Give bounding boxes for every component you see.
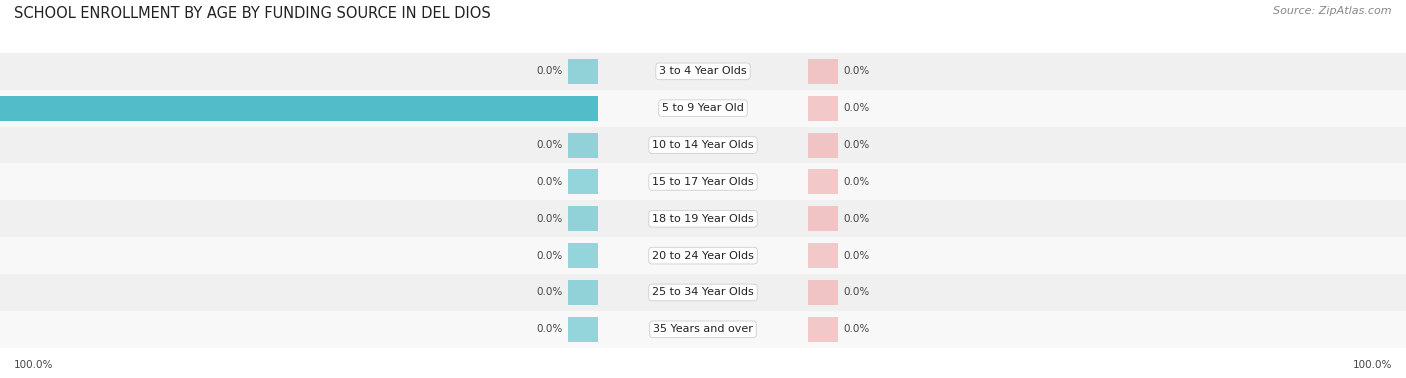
Text: 20 to 24 Year Olds: 20 to 24 Year Olds bbox=[652, 251, 754, 260]
Bar bbox=[568, 206, 598, 231]
Text: 0.0%: 0.0% bbox=[536, 177, 562, 187]
Bar bbox=[568, 59, 598, 84]
Bar bbox=[568, 280, 598, 305]
Bar bbox=[808, 59, 838, 84]
Text: Source: ZipAtlas.com: Source: ZipAtlas.com bbox=[1274, 6, 1392, 15]
Text: 35 Years and over: 35 Years and over bbox=[652, 324, 754, 334]
Text: 0.0%: 0.0% bbox=[844, 214, 870, 224]
Bar bbox=[808, 169, 838, 194]
Bar bbox=[808, 280, 838, 305]
Text: 0.0%: 0.0% bbox=[536, 288, 562, 297]
Bar bbox=[808, 96, 838, 121]
Bar bbox=[0, 274, 1406, 311]
Bar bbox=[0, 90, 1406, 127]
Text: 3 to 4 Year Olds: 3 to 4 Year Olds bbox=[659, 67, 747, 76]
Text: 0.0%: 0.0% bbox=[844, 251, 870, 260]
Bar bbox=[568, 133, 598, 158]
Bar bbox=[568, 317, 598, 342]
Text: 100.0%: 100.0% bbox=[14, 361, 53, 370]
Bar bbox=[808, 243, 838, 268]
Text: 0.0%: 0.0% bbox=[844, 324, 870, 334]
Text: 15 to 17 Year Olds: 15 to 17 Year Olds bbox=[652, 177, 754, 187]
Bar bbox=[808, 133, 838, 158]
Text: 0.0%: 0.0% bbox=[844, 140, 870, 150]
Bar bbox=[0, 53, 1406, 90]
Text: 18 to 19 Year Olds: 18 to 19 Year Olds bbox=[652, 214, 754, 224]
Bar bbox=[808, 317, 838, 342]
Bar bbox=[0, 164, 1406, 200]
Text: 5 to 9 Year Old: 5 to 9 Year Old bbox=[662, 103, 744, 113]
Bar bbox=[568, 243, 598, 268]
Text: 0.0%: 0.0% bbox=[536, 67, 562, 76]
Text: 0.0%: 0.0% bbox=[844, 177, 870, 187]
Text: 0.0%: 0.0% bbox=[844, 288, 870, 297]
Bar bbox=[0, 237, 1406, 274]
Text: 100.0%: 100.0% bbox=[1353, 361, 1392, 370]
Text: 0.0%: 0.0% bbox=[536, 324, 562, 334]
Text: 0.0%: 0.0% bbox=[844, 103, 870, 113]
Bar bbox=[0, 200, 1406, 237]
Text: 0.0%: 0.0% bbox=[536, 251, 562, 260]
Bar bbox=[0, 127, 1406, 164]
Bar bbox=[808, 206, 838, 231]
Text: 25 to 34 Year Olds: 25 to 34 Year Olds bbox=[652, 288, 754, 297]
Text: 0.0%: 0.0% bbox=[536, 140, 562, 150]
Text: 0.0%: 0.0% bbox=[536, 214, 562, 224]
Bar bbox=[568, 169, 598, 194]
Bar bbox=[0, 96, 598, 121]
Text: 10 to 14 Year Olds: 10 to 14 Year Olds bbox=[652, 140, 754, 150]
Text: SCHOOL ENROLLMENT BY AGE BY FUNDING SOURCE IN DEL DIOS: SCHOOL ENROLLMENT BY AGE BY FUNDING SOUR… bbox=[14, 6, 491, 21]
Text: 0.0%: 0.0% bbox=[844, 67, 870, 76]
Bar bbox=[0, 311, 1406, 348]
